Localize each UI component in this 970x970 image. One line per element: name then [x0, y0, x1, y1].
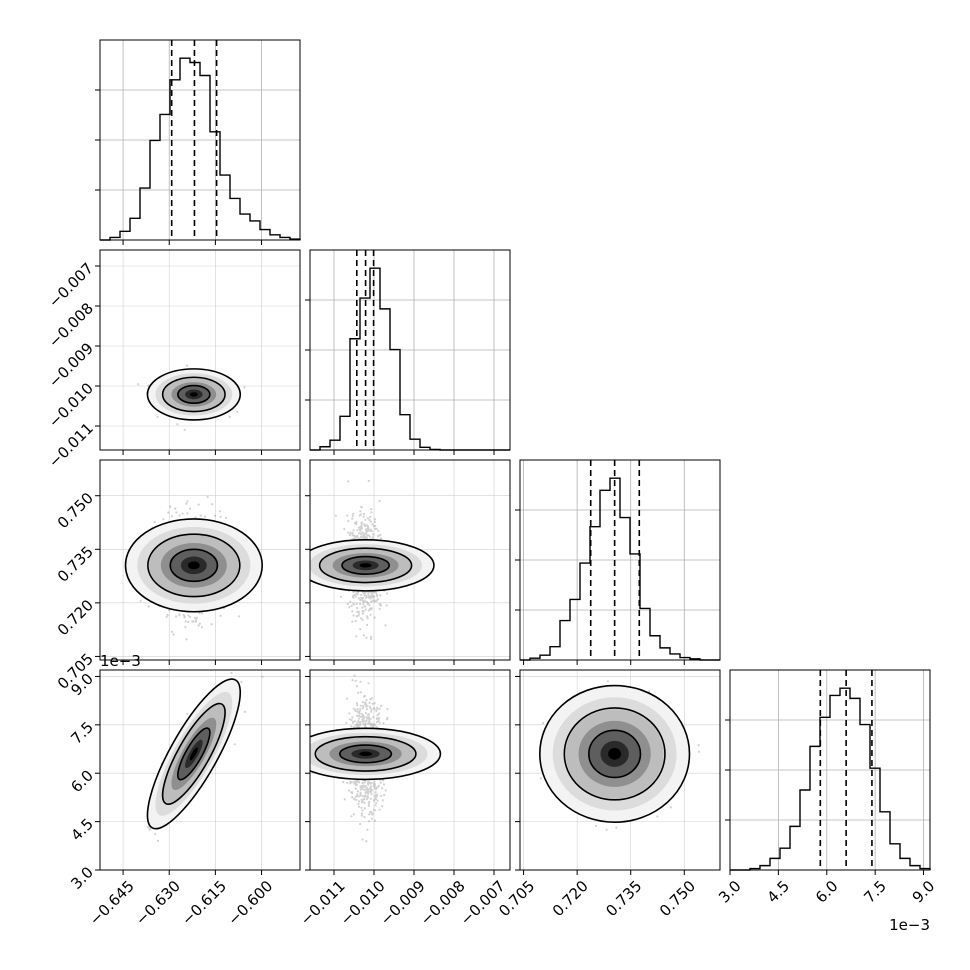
x-tick-label: −0.630: [132, 877, 184, 929]
y-tick-label: 0.750: [54, 489, 97, 532]
contour-line-2: [341, 555, 390, 575]
x-tick-label: 0.750: [656, 877, 699, 920]
x-tick-label: 0.735: [602, 877, 645, 920]
x-tick-label: −0.600: [224, 877, 276, 929]
density-level-6: [189, 392, 198, 397]
y-offset-label: 1e−3: [100, 652, 141, 670]
panel-frame: [729, 669, 931, 871]
y-tick-label: −0.007: [45, 259, 97, 311]
histogram-step-1: [310, 267, 510, 451]
x-tick-label: 9.0: [909, 877, 939, 907]
contour-line-0: [146, 368, 242, 421]
contour-line-1: [161, 702, 226, 805]
contour-line-2: [588, 729, 642, 779]
scatter-panel-2-0: [95, 459, 301, 665]
contour-line-0: [146, 678, 242, 830]
y-tick-label: 7.5: [67, 718, 97, 748]
panel-frame: [99, 39, 301, 241]
contour-line-0: [310, 727, 442, 781]
scatter-panel-3-2: [515, 669, 721, 875]
density-level-6: [359, 751, 373, 757]
histogram-step-3: [730, 687, 931, 871]
x-tick-label: 4.5: [764, 877, 794, 907]
density-level-6: [187, 561, 200, 570]
contour-line-1: [314, 735, 417, 772]
density-level-6: [359, 563, 372, 568]
x-tick-label: −0.615: [178, 877, 230, 929]
y-tick-label: 4.5: [67, 815, 97, 845]
scatter-panel-2-1: [305, 459, 511, 665]
contour-line-1: [563, 707, 666, 801]
density-level-6: [608, 747, 622, 760]
contour-line-2: [169, 548, 219, 583]
histogram-panel-1: [305, 249, 511, 455]
histogram-step-0: [100, 57, 301, 241]
contour-line-1: [318, 547, 413, 584]
panel-frame: [99, 249, 301, 451]
x-tick-label: 6.0: [812, 877, 842, 907]
histogram-panel-0: [95, 39, 301, 245]
panel-frame: [519, 459, 721, 661]
contour-line-0: [539, 684, 691, 824]
scatter-panel-3-1: [305, 669, 511, 875]
contour-line-0: [124, 518, 264, 613]
panel-frame: [99, 459, 301, 661]
contour-line-1: [147, 533, 241, 598]
scatter-panel-3-0: [95, 669, 301, 875]
x-tick-label: −0.645: [86, 877, 138, 929]
x-tick-label: 7.5: [860, 877, 890, 907]
panel-frame: [309, 669, 511, 871]
panel-frame: [519, 669, 721, 871]
scatter-panel-1-0: [95, 249, 301, 455]
histogram-panel-3: [725, 669, 931, 875]
contour-line-2: [177, 384, 211, 405]
x-offset-label: 1e−3: [889, 916, 930, 934]
y-tick-label: 3.0: [67, 863, 97, 893]
panel-frame: [309, 459, 511, 661]
contour-line-0: [310, 539, 435, 592]
contour-line-2: [177, 727, 211, 781]
x-tick-label: 0.720: [549, 877, 592, 920]
y-tick-label: 0.720: [54, 596, 97, 639]
density-level-6: [189, 747, 198, 761]
y-tick-label: 6.0: [67, 767, 97, 797]
panel-frame: [309, 249, 511, 451]
contour-line-1: [161, 376, 226, 413]
y-tick-label: 0.735: [54, 543, 97, 586]
histogram-panel-2: [515, 459, 721, 665]
histogram-step-2: [520, 477, 720, 661]
x-tick-label: 3.0: [715, 877, 745, 907]
contour-line-2: [338, 744, 393, 764]
panel-frame: [99, 669, 301, 871]
